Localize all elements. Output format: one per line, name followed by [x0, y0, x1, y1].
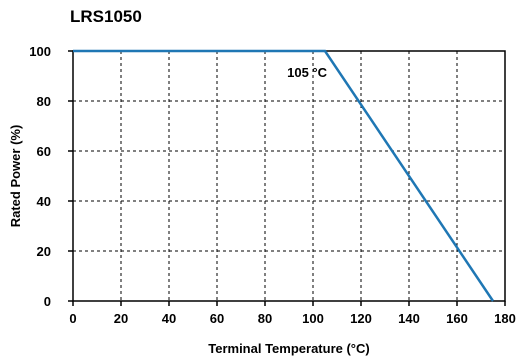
x-tick-label-80: 80: [258, 311, 272, 326]
annotation-label-0: 105 °C: [287, 65, 328, 80]
plot-frame: [72, 50, 506, 302]
y-tick-label-0: 0: [44, 294, 51, 309]
y-axis-ticks: 0 20 40 60 80 100: [29, 44, 73, 309]
x-tick-label-0: 0: [69, 311, 76, 326]
x-tick-label-140: 140: [398, 311, 420, 326]
grid: [73, 51, 505, 301]
x-axis-label: Terminal Temperature (°C): [208, 341, 369, 356]
chart-title: LRS1050: [70, 7, 142, 26]
annotation-layer: 105 °C: [287, 65, 328, 80]
x-tick-label-40: 40: [162, 311, 176, 326]
x-tick-label-180: 180: [494, 311, 516, 326]
y-axis-label: Rated Power (%): [8, 125, 23, 228]
x-tick-label-160: 160: [446, 311, 468, 326]
y-tick-label-20: 20: [37, 244, 51, 259]
series-line-0: [73, 49, 495, 302]
x-axis-ticks: 0 20 40 60 80 100 120 140 160 180: [69, 301, 516, 326]
plot-border: [72, 50, 506, 302]
x-tick-label-100: 100: [302, 311, 324, 326]
y-tick-label-100: 100: [29, 44, 51, 59]
y-tick-label-80: 80: [37, 94, 51, 109]
y-tick-label-40: 40: [37, 194, 51, 209]
x-tick-label-120: 120: [350, 311, 372, 326]
x-tick-label-60: 60: [210, 311, 224, 326]
y-tick-label-60: 60: [37, 144, 51, 159]
x-tick-label-20: 20: [114, 311, 128, 326]
series-layer: [73, 49, 495, 302]
